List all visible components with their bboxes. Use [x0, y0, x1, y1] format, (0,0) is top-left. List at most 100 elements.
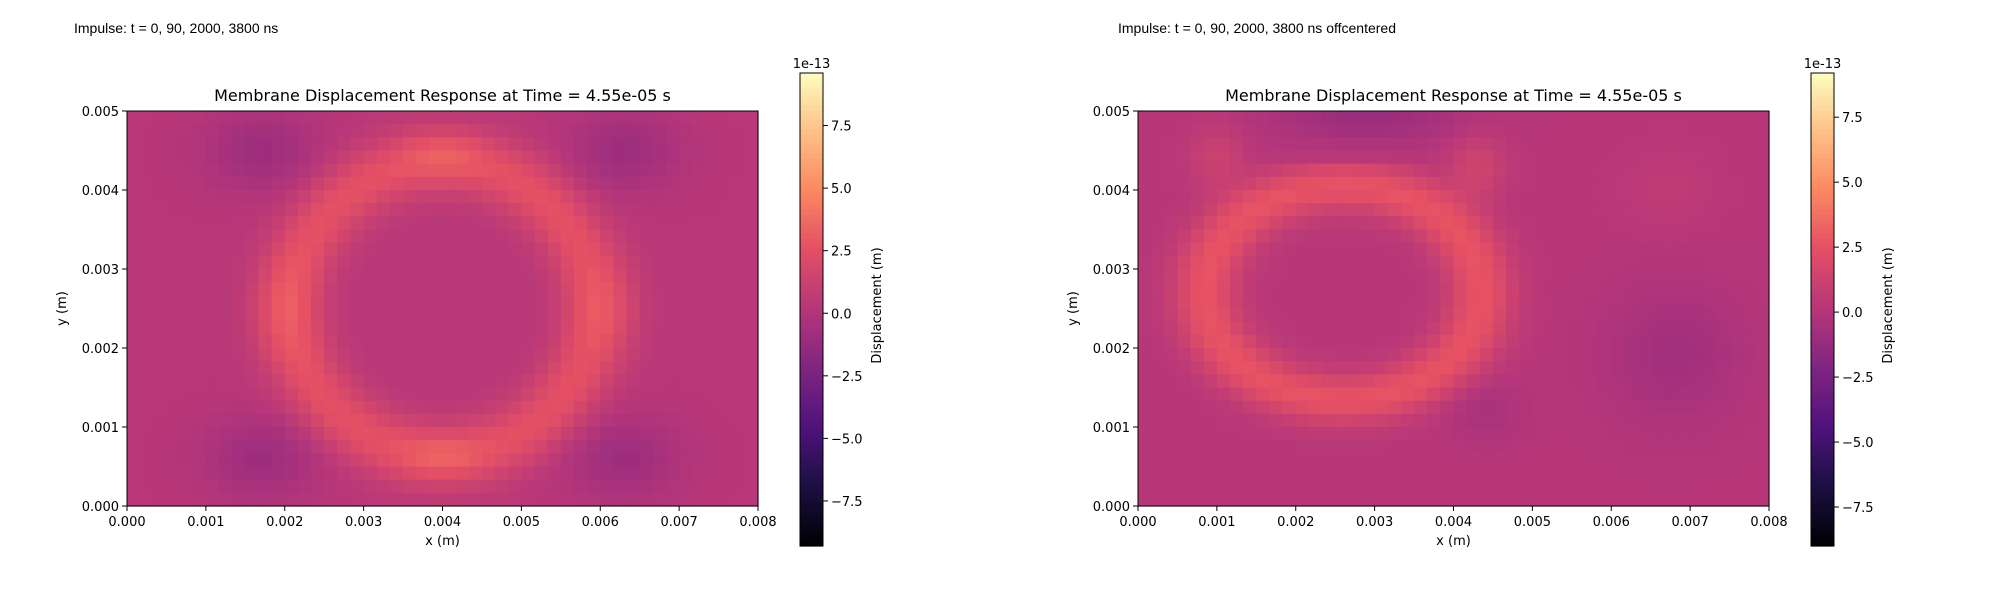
heatmap-cell — [297, 308, 312, 323]
heatmap-cell — [1308, 374, 1323, 389]
heatmap-cell — [1216, 203, 1231, 217]
heatmap-cell — [587, 255, 601, 270]
heatmap-cell — [1545, 348, 1560, 362]
heatmap-cell — [1400, 374, 1415, 389]
heatmap-cell — [560, 348, 575, 362]
heatmap-cell — [219, 150, 233, 165]
colorbar-segment — [1811, 172, 1834, 178]
colorbar-segment — [800, 82, 823, 88]
heatmap-cell — [468, 466, 483, 481]
heatmap-cell — [587, 295, 601, 310]
heatmap-cell — [1637, 150, 1652, 165]
heatmap-cell — [508, 150, 522, 165]
heatmap-cell — [1755, 308, 1770, 323]
heatmap-cell — [1361, 150, 1376, 165]
x-tick-label: 0.002 — [266, 515, 303, 530]
heatmap-cell — [1742, 111, 1757, 125]
heatmap-cell — [1716, 348, 1731, 362]
heatmap-cell — [508, 492, 522, 507]
heatmap-cell — [245, 492, 260, 507]
heatmap-cell — [127, 137, 141, 152]
heatmap-cell — [1545, 440, 1560, 454]
heatmap-cell — [508, 413, 522, 428]
heatmap-cell — [1361, 479, 1376, 494]
heatmap-cell — [311, 269, 325, 283]
heatmap-cell — [1414, 492, 1428, 507]
heatmap-cell — [705, 255, 720, 270]
heatmap-cell — [455, 413, 470, 428]
colorbar-segment — [800, 370, 823, 377]
heatmap-cell — [1676, 137, 1691, 152]
heatmap-cell — [1492, 466, 1507, 481]
heatmap-cell — [1348, 111, 1363, 125]
heatmap-cell — [1453, 111, 1468, 125]
heatmap-cell — [1637, 190, 1652, 204]
heatmap-cell — [205, 176, 220, 191]
heatmap-cell — [350, 479, 365, 494]
heatmap-cell — [337, 190, 352, 204]
heatmap-cell — [1164, 348, 1179, 362]
heatmap-cell — [600, 190, 614, 204]
heatmap-cell — [1479, 111, 1494, 125]
heatmap-cell — [455, 334, 470, 349]
heatmap-cell — [744, 203, 759, 217]
heatmap-cell — [192, 163, 207, 178]
heatmap-cell — [744, 466, 759, 481]
heatmap-cell — [481, 150, 496, 165]
heatmap-cell — [179, 400, 194, 415]
heatmap-cell — [1374, 150, 1389, 165]
heatmap-cell — [1584, 150, 1599, 165]
heatmap-cell — [495, 440, 509, 454]
heatmap-cell — [1532, 440, 1547, 454]
heatmap-cell — [337, 387, 352, 402]
heatmap-cell — [1492, 453, 1507, 468]
heatmap-cell — [1256, 282, 1271, 296]
heatmap-cell — [1348, 242, 1363, 257]
heatmap-cell — [284, 124, 299, 138]
heatmap-cell — [481, 400, 496, 415]
heatmap-cell — [1571, 163, 1586, 178]
heatmap-cell — [1453, 440, 1468, 454]
heatmap-cell — [1177, 334, 1192, 349]
heatmap-cell — [1703, 203, 1718, 217]
heatmap-cell — [1453, 374, 1468, 389]
heatmap-cell — [1348, 150, 1363, 165]
heatmap-cell — [639, 190, 654, 204]
heatmap-cell — [1479, 137, 1494, 152]
heatmap-cell — [1282, 295, 1297, 310]
colorbar-segment — [800, 276, 823, 282]
heatmap-cell — [1492, 216, 1507, 231]
heatmap-cell — [1519, 203, 1533, 217]
heatmap-cell — [1440, 282, 1455, 296]
heatmap-cell — [324, 348, 338, 362]
heatmap-cell — [1571, 190, 1586, 204]
heatmap-cell — [1427, 453, 1441, 468]
heatmap-cell — [429, 308, 444, 323]
heatmap-cell — [127, 111, 141, 125]
heatmap-cell — [1584, 400, 1599, 415]
heatmap-cell — [403, 321, 417, 336]
heatmap-cell — [1427, 216, 1441, 231]
heatmap-cell — [587, 137, 601, 152]
heatmap-cell — [705, 124, 720, 138]
heatmap-cell — [1611, 492, 1625, 507]
heatmap-cell — [1558, 229, 1573, 244]
heatmap-cell — [1138, 466, 1152, 481]
heatmap-cell — [1532, 348, 1547, 362]
heatmap-cell — [1387, 229, 1402, 244]
heatmap-cell — [1216, 348, 1231, 362]
heatmap-cell — [153, 176, 168, 191]
heatmap-cell — [219, 348, 233, 362]
heatmap-cell — [1558, 295, 1573, 310]
colorbar-segment — [1811, 243, 1834, 249]
heatmap-cell — [258, 321, 273, 336]
heatmap-cell — [1282, 334, 1297, 349]
heatmap-cell — [626, 479, 641, 494]
heatmap-cell — [1177, 413, 1192, 428]
heatmap-cell — [508, 190, 522, 204]
heatmap-cell — [1716, 137, 1731, 152]
heatmap-cell — [429, 176, 444, 191]
heatmap-cell — [705, 163, 720, 178]
heatmap-cell — [1571, 295, 1586, 310]
heatmap-cell — [692, 453, 707, 468]
